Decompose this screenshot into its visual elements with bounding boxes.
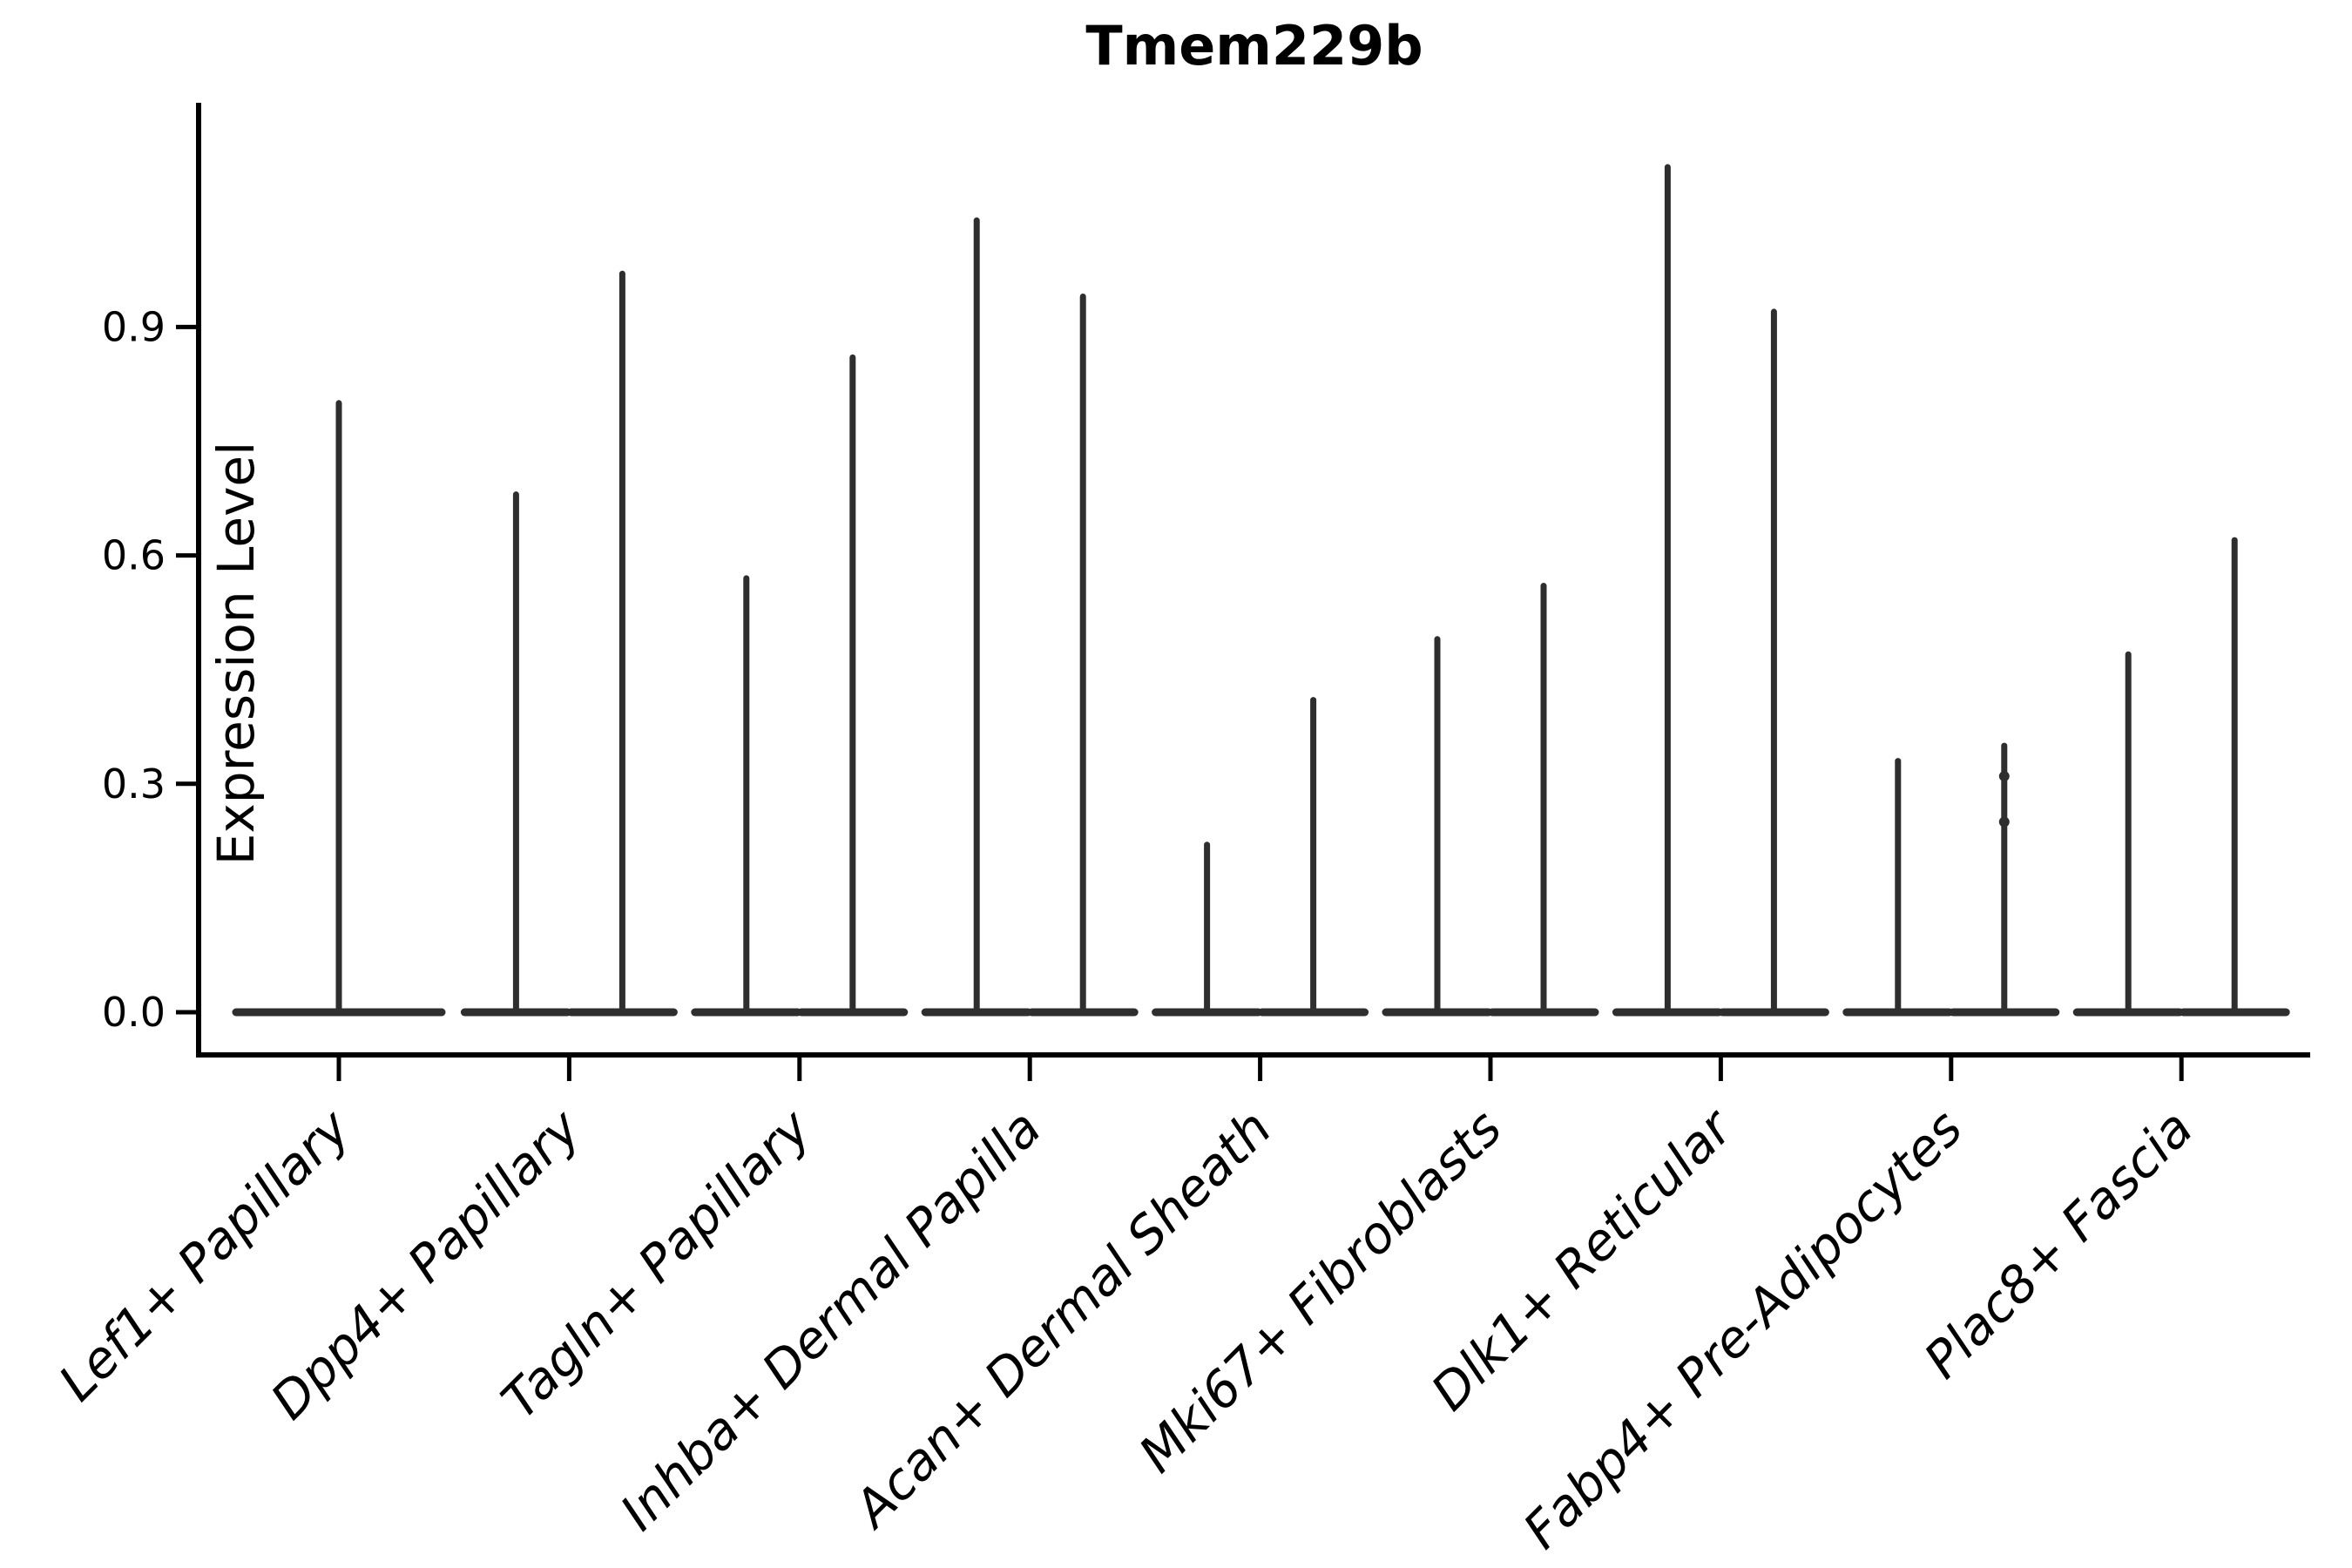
x-tick-label: Acan+ Dermal Sheath: [841, 1098, 1283, 1541]
y-tick-label: 0.3: [102, 760, 166, 808]
y-tick-label: 0.9: [102, 303, 166, 350]
y-tick-label: 0.6: [102, 532, 166, 579]
data-point-dot: [1998, 771, 2010, 782]
plot-title: Tmem229b: [1085, 14, 1423, 78]
y-tick-label: 0.0: [102, 989, 166, 1036]
x-tick-label: Fabp4+ Pre-Adipocytes: [1512, 1098, 1974, 1560]
x-tick-label: Inhba+ Dermal Papilla: [609, 1098, 1052, 1542]
data-point-dot: [1998, 816, 2010, 828]
